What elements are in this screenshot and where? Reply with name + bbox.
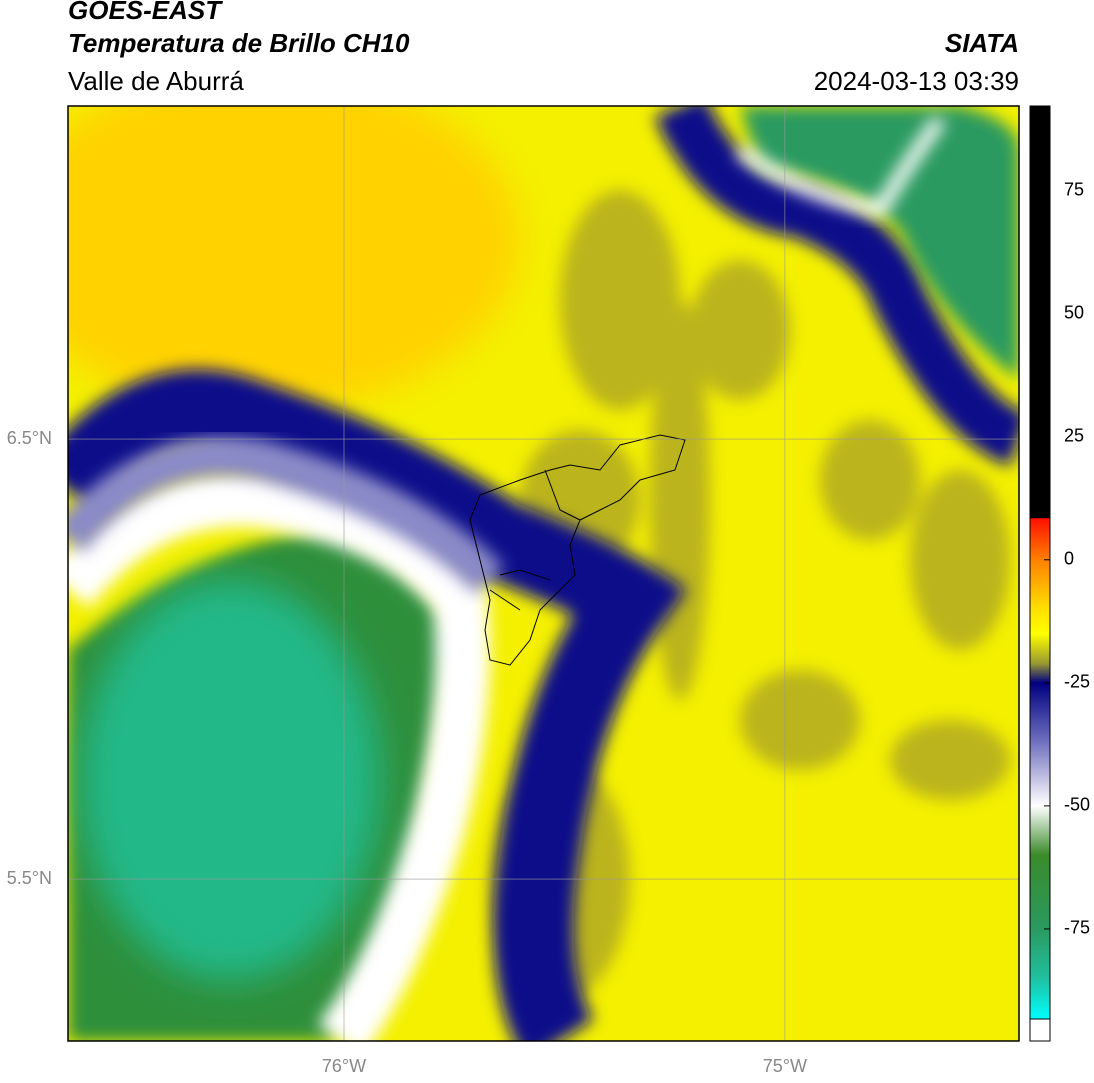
colorbar-tick-label: 0 — [1064, 549, 1074, 569]
region: Valle de Aburrá — [68, 66, 244, 96]
lon-label: 76°W — [322, 1056, 366, 1076]
lat-label: 5.5°N — [7, 868, 52, 888]
subtitle: Temperatura de Brillo CH10 — [68, 28, 410, 58]
colorbar-tick-label: -75 — [1064, 918, 1090, 938]
colorbar-under — [1029, 1018, 1051, 1042]
colorbar-tick-label: -50 — [1064, 795, 1090, 815]
lat-label: 6.5°N — [7, 428, 52, 448]
lon-label: 75°W — [763, 1056, 807, 1076]
colorbar-tick-label: 25 — [1064, 425, 1084, 445]
colorbar-tick-label: -25 — [1064, 672, 1090, 692]
title: GOES-EAST — [68, 0, 223, 25]
datetime: 2024-03-13 03:39 — [814, 66, 1019, 96]
source: SIATA — [945, 28, 1019, 58]
colorbar-tick-label: 75 — [1064, 179, 1084, 199]
grid — [68, 106, 1019, 1041]
map-frame — [67, 105, 1020, 1042]
map-image — [68, 106, 1019, 1041]
colorbar-tick-label: 50 — [1064, 302, 1084, 322]
colorbar — [1030, 106, 1050, 1019]
colorbar-frame — [1029, 105, 1051, 1042]
